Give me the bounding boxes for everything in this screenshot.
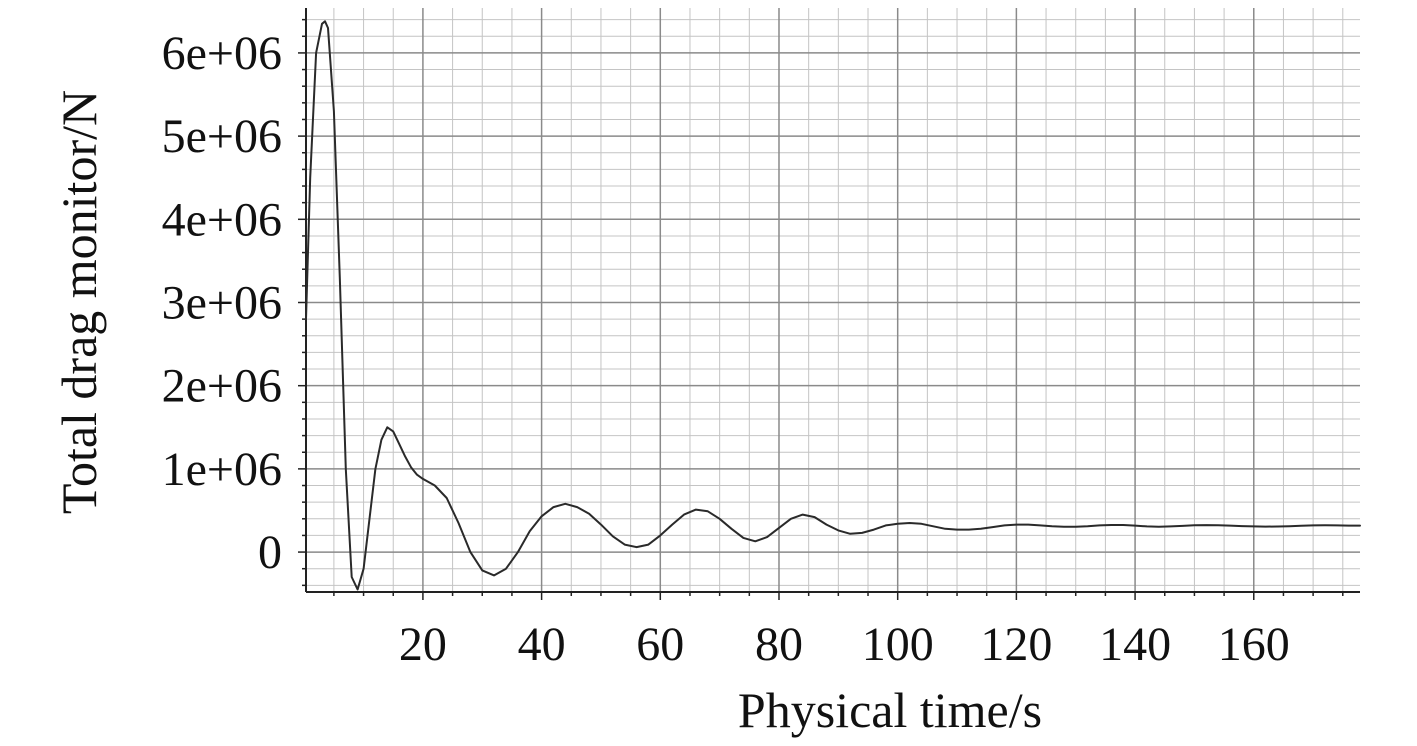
x-tick-label: 140 <box>1099 618 1171 671</box>
y-tick-label: 4e+06 <box>162 193 282 246</box>
x-axis-title: Physical time/s <box>738 682 1042 738</box>
y-axis-title: Total drag monitor/N <box>51 90 107 514</box>
x-tick-label: 100 <box>862 618 934 671</box>
x-tick-label: 40 <box>518 618 566 671</box>
y-tick-label: 5e+06 <box>162 110 282 163</box>
x-tick-label: 120 <box>980 618 1052 671</box>
y-tick-label: 0 <box>258 526 282 579</box>
minor-gridlines <box>306 8 1360 592</box>
axes <box>298 8 1360 600</box>
x-tick-label: 20 <box>399 618 447 671</box>
series-line-total-drag <box>305 20 1361 591</box>
y-tick-label: 1e+06 <box>162 443 282 496</box>
x-axis-ticks: 20 40 60 80 100 120 140 160 <box>399 618 1290 671</box>
y-tick-label: 2e+06 <box>162 360 282 413</box>
y-axis-ticks: 0 1e+06 2e+06 3e+06 4e+06 5e+06 6e+06 <box>162 27 282 579</box>
series-group <box>305 20 1361 591</box>
x-tick-label: 60 <box>636 618 684 671</box>
y-tick-label: 6e+06 <box>162 27 282 80</box>
y-tick-label: 3e+06 <box>162 276 282 329</box>
major-gridlines <box>306 8 1360 592</box>
x-tick-label: 160 <box>1218 618 1290 671</box>
x-tick-label: 80 <box>755 618 803 671</box>
